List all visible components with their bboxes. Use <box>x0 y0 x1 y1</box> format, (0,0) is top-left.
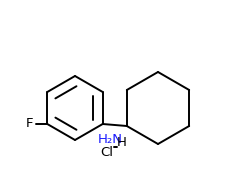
Text: Cl: Cl <box>100 146 113 158</box>
Text: H: H <box>116 135 126 149</box>
Text: F: F <box>26 117 33 131</box>
Text: H₂N: H₂N <box>97 133 122 146</box>
